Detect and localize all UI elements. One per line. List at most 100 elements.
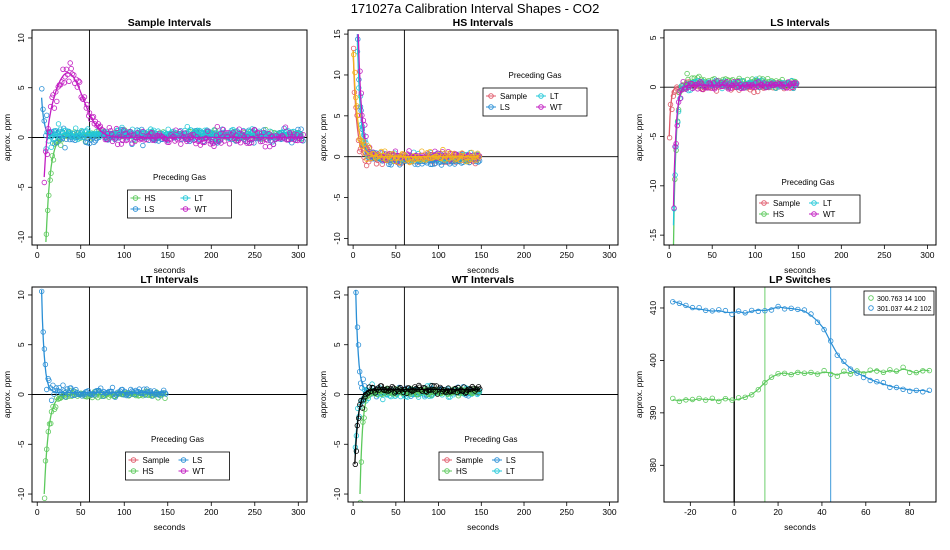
data-point bbox=[709, 395, 715, 401]
data-point bbox=[151, 137, 157, 143]
legend-swatch bbox=[182, 195, 189, 201]
data-point bbox=[63, 66, 70, 72]
data-point bbox=[211, 143, 217, 149]
data-point bbox=[703, 85, 709, 91]
data-point bbox=[100, 127, 106, 133]
x-tick-label: 50 bbox=[391, 250, 401, 260]
data-point bbox=[44, 112, 50, 118]
data-point bbox=[913, 387, 919, 394]
data-point bbox=[408, 387, 415, 393]
data-point bbox=[913, 369, 919, 376]
data-point bbox=[359, 112, 365, 119]
data-point bbox=[114, 389, 121, 395]
data-point bbox=[926, 367, 933, 374]
data-point bbox=[742, 310, 748, 316]
x-axis-label: seconds bbox=[467, 265, 499, 275]
data-point bbox=[697, 78, 703, 85]
data-point bbox=[354, 103, 360, 109]
legend-label: Sample bbox=[143, 456, 171, 465]
data-point bbox=[357, 499, 364, 502]
legend-swatch bbox=[182, 206, 189, 212]
data-point bbox=[470, 385, 477, 391]
data-point bbox=[214, 123, 220, 130]
legend-label: LS bbox=[506, 456, 516, 465]
data-point bbox=[847, 366, 854, 372]
data-point bbox=[212, 138, 218, 144]
data-point bbox=[674, 122, 680, 129]
data-point bbox=[378, 148, 384, 155]
data-point bbox=[65, 390, 72, 396]
data-point bbox=[113, 392, 119, 398]
data-point bbox=[226, 141, 233, 147]
data-point bbox=[675, 119, 681, 125]
data-point bbox=[456, 388, 463, 394]
data-point bbox=[808, 369, 814, 376]
data-point bbox=[388, 162, 394, 168]
y-tick-label: -10 bbox=[332, 232, 342, 245]
data-point bbox=[45, 429, 51, 435]
data-point bbox=[729, 311, 735, 317]
data-point bbox=[133, 392, 139, 399]
data-point bbox=[357, 68, 363, 74]
data-point bbox=[351, 51, 357, 58]
y-tick-label: 390 bbox=[648, 405, 658, 419]
y-tick-label: 0 bbox=[648, 85, 658, 90]
data-point bbox=[61, 80, 68, 86]
data-point bbox=[120, 127, 127, 133]
data-point bbox=[867, 367, 873, 373]
data-point bbox=[245, 134, 251, 140]
data-point bbox=[753, 80, 759, 86]
data-point bbox=[678, 95, 684, 101]
data-point bbox=[126, 392, 133, 398]
series-line-wt bbox=[43, 72, 303, 178]
x-tick-label: 50 bbox=[391, 507, 401, 517]
data-point bbox=[742, 394, 748, 400]
data-point bbox=[793, 80, 800, 86]
data-point bbox=[109, 384, 116, 391]
data-point bbox=[716, 398, 722, 405]
data-point bbox=[781, 370, 788, 376]
legend-box bbox=[438, 451, 544, 481]
data-point bbox=[51, 135, 58, 142]
data-point bbox=[141, 386, 147, 392]
data-point bbox=[124, 136, 131, 143]
data-point bbox=[356, 415, 362, 421]
y-tick-label: 5 bbox=[332, 342, 342, 347]
data-point bbox=[104, 389, 111, 396]
legend-label: Sample bbox=[773, 199, 801, 208]
data-point bbox=[357, 146, 364, 152]
y-tick-label: 10 bbox=[332, 290, 342, 300]
data-point bbox=[470, 154, 476, 160]
data-point bbox=[702, 84, 708, 90]
data-point bbox=[163, 391, 169, 397]
data-point bbox=[71, 72, 77, 78]
data-point bbox=[669, 106, 675, 113]
data-point bbox=[373, 161, 380, 167]
data-point bbox=[828, 338, 834, 344]
plot-area bbox=[348, 30, 618, 245]
x-tick-label: 200 bbox=[517, 507, 531, 517]
legend-box bbox=[482, 87, 588, 117]
data-point bbox=[184, 123, 190, 130]
data-point bbox=[241, 133, 247, 140]
data-point bbox=[45, 125, 51, 132]
data-point bbox=[233, 129, 239, 135]
data-point bbox=[72, 125, 79, 131]
legend-swatch bbox=[488, 104, 494, 110]
data-point bbox=[113, 125, 120, 132]
data-point bbox=[749, 392, 755, 398]
data-point bbox=[254, 130, 261, 136]
data-point bbox=[264, 137, 271, 144]
data-point bbox=[129, 140, 135, 146]
data-point bbox=[200, 139, 206, 146]
series-line-sample bbox=[352, 50, 480, 160]
data-point bbox=[41, 118, 47, 124]
data-point bbox=[867, 377, 873, 384]
x-tick-label: 100 bbox=[117, 507, 131, 517]
data-point bbox=[362, 150, 368, 156]
panel-frame bbox=[31, 286, 308, 503]
data-point bbox=[104, 130, 111, 137]
plot-area bbox=[32, 30, 307, 245]
x-axis-label: seconds bbox=[154, 265, 186, 275]
